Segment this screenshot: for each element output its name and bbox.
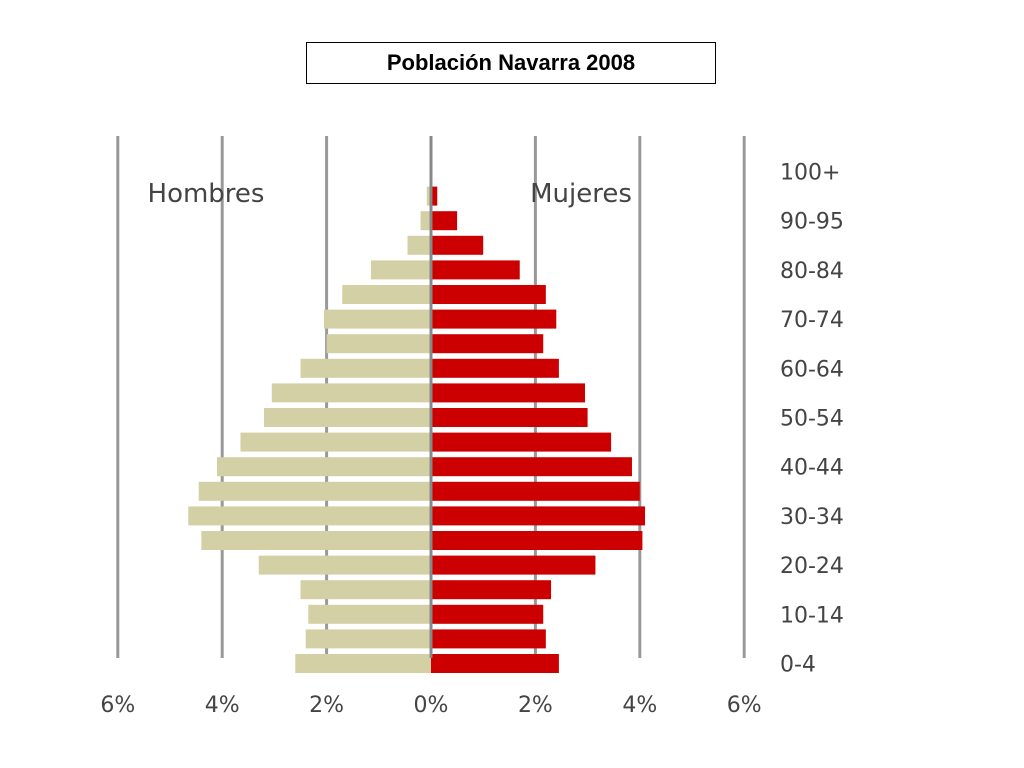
bar-hombres <box>342 285 431 304</box>
bar-hombres <box>407 235 431 255</box>
bar-mujeres <box>431 186 438 206</box>
bar-hombres <box>426 186 431 206</box>
bar-mujeres <box>431 506 646 526</box>
y-tick-label: 90-95 <box>780 210 844 235</box>
bar-mujeres <box>431 555 596 575</box>
y-tick-label: 10-14 <box>780 603 844 628</box>
bar-hombres <box>370 260 431 280</box>
chart-title: Población Navarra 2008 <box>306 42 716 84</box>
x-tick-label: 4% <box>205 693 240 718</box>
bar-mujeres <box>431 481 640 501</box>
bar-hombres <box>326 334 431 354</box>
bar-hombres <box>308 604 431 624</box>
bar-hombres <box>420 211 431 231</box>
bar-mujeres <box>431 531 643 550</box>
x-tick-label: 4% <box>622 693 657 718</box>
x-tick-label: 6% <box>727 693 762 718</box>
y-tick-label: 40-44 <box>780 456 844 481</box>
y-tick-label: 30-34 <box>780 505 844 530</box>
bar-hombres <box>300 580 431 600</box>
bar-hombres <box>305 629 431 649</box>
bar-mujeres <box>431 334 544 354</box>
y-tick-label: 20-24 <box>780 554 844 579</box>
bar-hombres <box>271 383 431 403</box>
bar-hombres <box>323 309 431 329</box>
y-tick-label: 100+ <box>780 161 840 186</box>
bar-mujeres <box>431 235 484 255</box>
bar-mujeres <box>431 580 552 600</box>
bar-mujeres <box>431 260 520 280</box>
bar-mujeres <box>431 211 458 231</box>
bar-hombres <box>216 457 431 477</box>
bar-hombres <box>295 654 431 673</box>
bar-hombres <box>198 481 431 501</box>
bar-mujeres <box>431 654 559 673</box>
bar-hombres <box>240 432 431 452</box>
bar-hombres <box>258 555 431 575</box>
bar-mujeres <box>431 457 632 477</box>
y-tick-label: 60-64 <box>780 357 844 382</box>
y-tick-label: 80-84 <box>780 259 844 284</box>
bar-hombres <box>201 531 431 550</box>
bar-mujeres <box>431 383 585 403</box>
bar-mujeres <box>431 309 557 329</box>
x-tick-label: 0% <box>414 693 449 718</box>
x-tick-label: 6% <box>100 693 135 718</box>
x-tick-label: 2% <box>309 693 344 718</box>
legend-mujeres: Mujeres <box>530 179 632 209</box>
bar-mujeres <box>431 604 544 624</box>
y-tick-label: 50-54 <box>780 407 844 432</box>
bar-mujeres <box>431 358 559 378</box>
bar-hombres <box>300 358 431 378</box>
y-tick-label: 70-74 <box>780 308 844 333</box>
y-tick-label: 0-4 <box>780 653 816 678</box>
bar-mujeres <box>431 408 588 427</box>
bar-hombres <box>188 506 431 526</box>
bar-mujeres <box>431 629 546 649</box>
legend-hombres: Hombres <box>148 179 265 209</box>
bar-hombres <box>263 408 431 427</box>
x-tick-label: 2% <box>518 693 553 718</box>
bar-mujeres <box>431 432 612 452</box>
bar-mujeres <box>431 285 546 304</box>
